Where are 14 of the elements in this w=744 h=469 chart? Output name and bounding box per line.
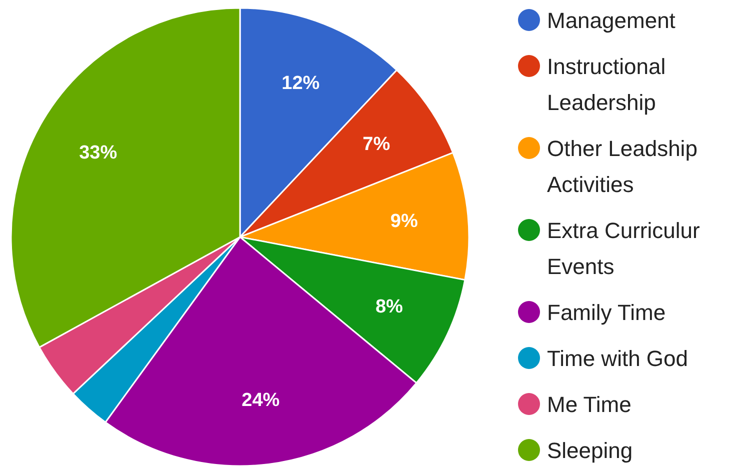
data-label: 9% — [390, 210, 418, 232]
data-label: 8% — [375, 296, 404, 318]
legend-label: Family Time — [547, 300, 666, 325]
legend-label: Management — [547, 8, 676, 33]
data-label: 24% — [242, 390, 280, 412]
legend-label: Me Time — [547, 392, 632, 417]
legend-label: Instructional Leadership — [547, 54, 666, 115]
legend-label: Sleeping — [547, 438, 633, 463]
data-label: 33% — [79, 142, 118, 164]
data-label: 12% — [282, 73, 320, 94]
data-label: 7% — [362, 134, 390, 155]
legend-label: Extra Curriculur Events — [547, 218, 700, 279]
legend-label: Time with God — [547, 346, 688, 371]
legend-label: Other Leadship Activities — [547, 136, 698, 197]
